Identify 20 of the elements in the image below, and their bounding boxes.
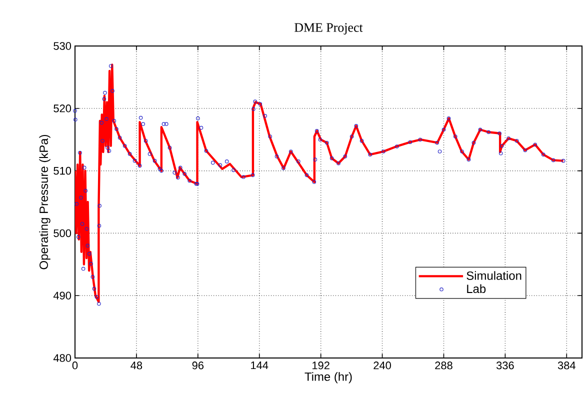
y-tick-label: 510 bbox=[54, 166, 72, 175]
x-tick-label: 0 bbox=[72, 362, 78, 370]
x-tick-label: 144 bbox=[251, 362, 268, 370]
y-tick-label: 480 bbox=[53, 354, 72, 362]
x-tick-label: 336 bbox=[496, 362, 514, 370]
legend-label: Simulation bbox=[466, 271, 522, 280]
chart-title: DME Project bbox=[294, 23, 363, 34]
y-tick-label: 500 bbox=[54, 229, 72, 238]
y-tick-label: 520 bbox=[54, 104, 72, 112]
x-tick-label: 240 bbox=[374, 362, 391, 370]
x-tick-label: 288 bbox=[435, 362, 452, 370]
legend-label: Lab bbox=[467, 284, 486, 294]
y-axis-title: Operating Pressure (kPa) bbox=[39, 135, 50, 270]
y-tick-label: 530 bbox=[54, 42, 72, 50]
x-axis-title: Time (hr) bbox=[304, 372, 352, 384]
x-tick-label: 96 bbox=[192, 362, 204, 370]
x-tick-label: 192 bbox=[312, 362, 330, 370]
y-tick-label: 490 bbox=[53, 292, 72, 300]
x-tick-label: 48 bbox=[130, 362, 142, 370]
x-tick-label: 384 bbox=[558, 362, 576, 370]
